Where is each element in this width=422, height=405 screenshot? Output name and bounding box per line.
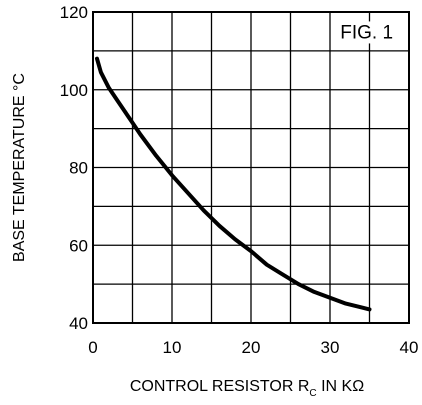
x-tick-label: 40 <box>400 338 419 357</box>
y-tick-label: 100 <box>60 81 88 100</box>
y-tick-labels: 40 60 80 100 120 <box>60 3 88 333</box>
x-axis-label-unit: IN KΩ <box>317 378 365 395</box>
annotation-background <box>338 21 402 44</box>
plot-frame <box>92 11 410 324</box>
figure-annotation: FIG. 1 <box>340 22 393 43</box>
grid <box>93 12 409 323</box>
x-tick-label: 30 <box>321 338 340 357</box>
y-axis-label: BASE TEMPERATURE °C <box>11 73 28 262</box>
y-tick-label: 80 <box>69 159 88 178</box>
y-tick-label: 40 <box>69 314 88 333</box>
x-tick-label: 0 <box>88 338 97 357</box>
y-tick-label: 60 <box>69 236 88 255</box>
x-axis-label-subscript: C <box>309 388 316 399</box>
x-tick-label: 20 <box>242 338 261 357</box>
x-axis-label-main: CONTROL RESISTOR R <box>130 378 310 395</box>
series-line <box>95 56 372 312</box>
y-tick-label: 120 <box>60 3 88 22</box>
x-tick-labels: 0 10 20 30 40 <box>88 338 418 357</box>
x-tick-label: 10 <box>163 338 182 357</box>
x-axis-label: CONTROL RESISTOR RC IN KΩ <box>130 378 364 399</box>
